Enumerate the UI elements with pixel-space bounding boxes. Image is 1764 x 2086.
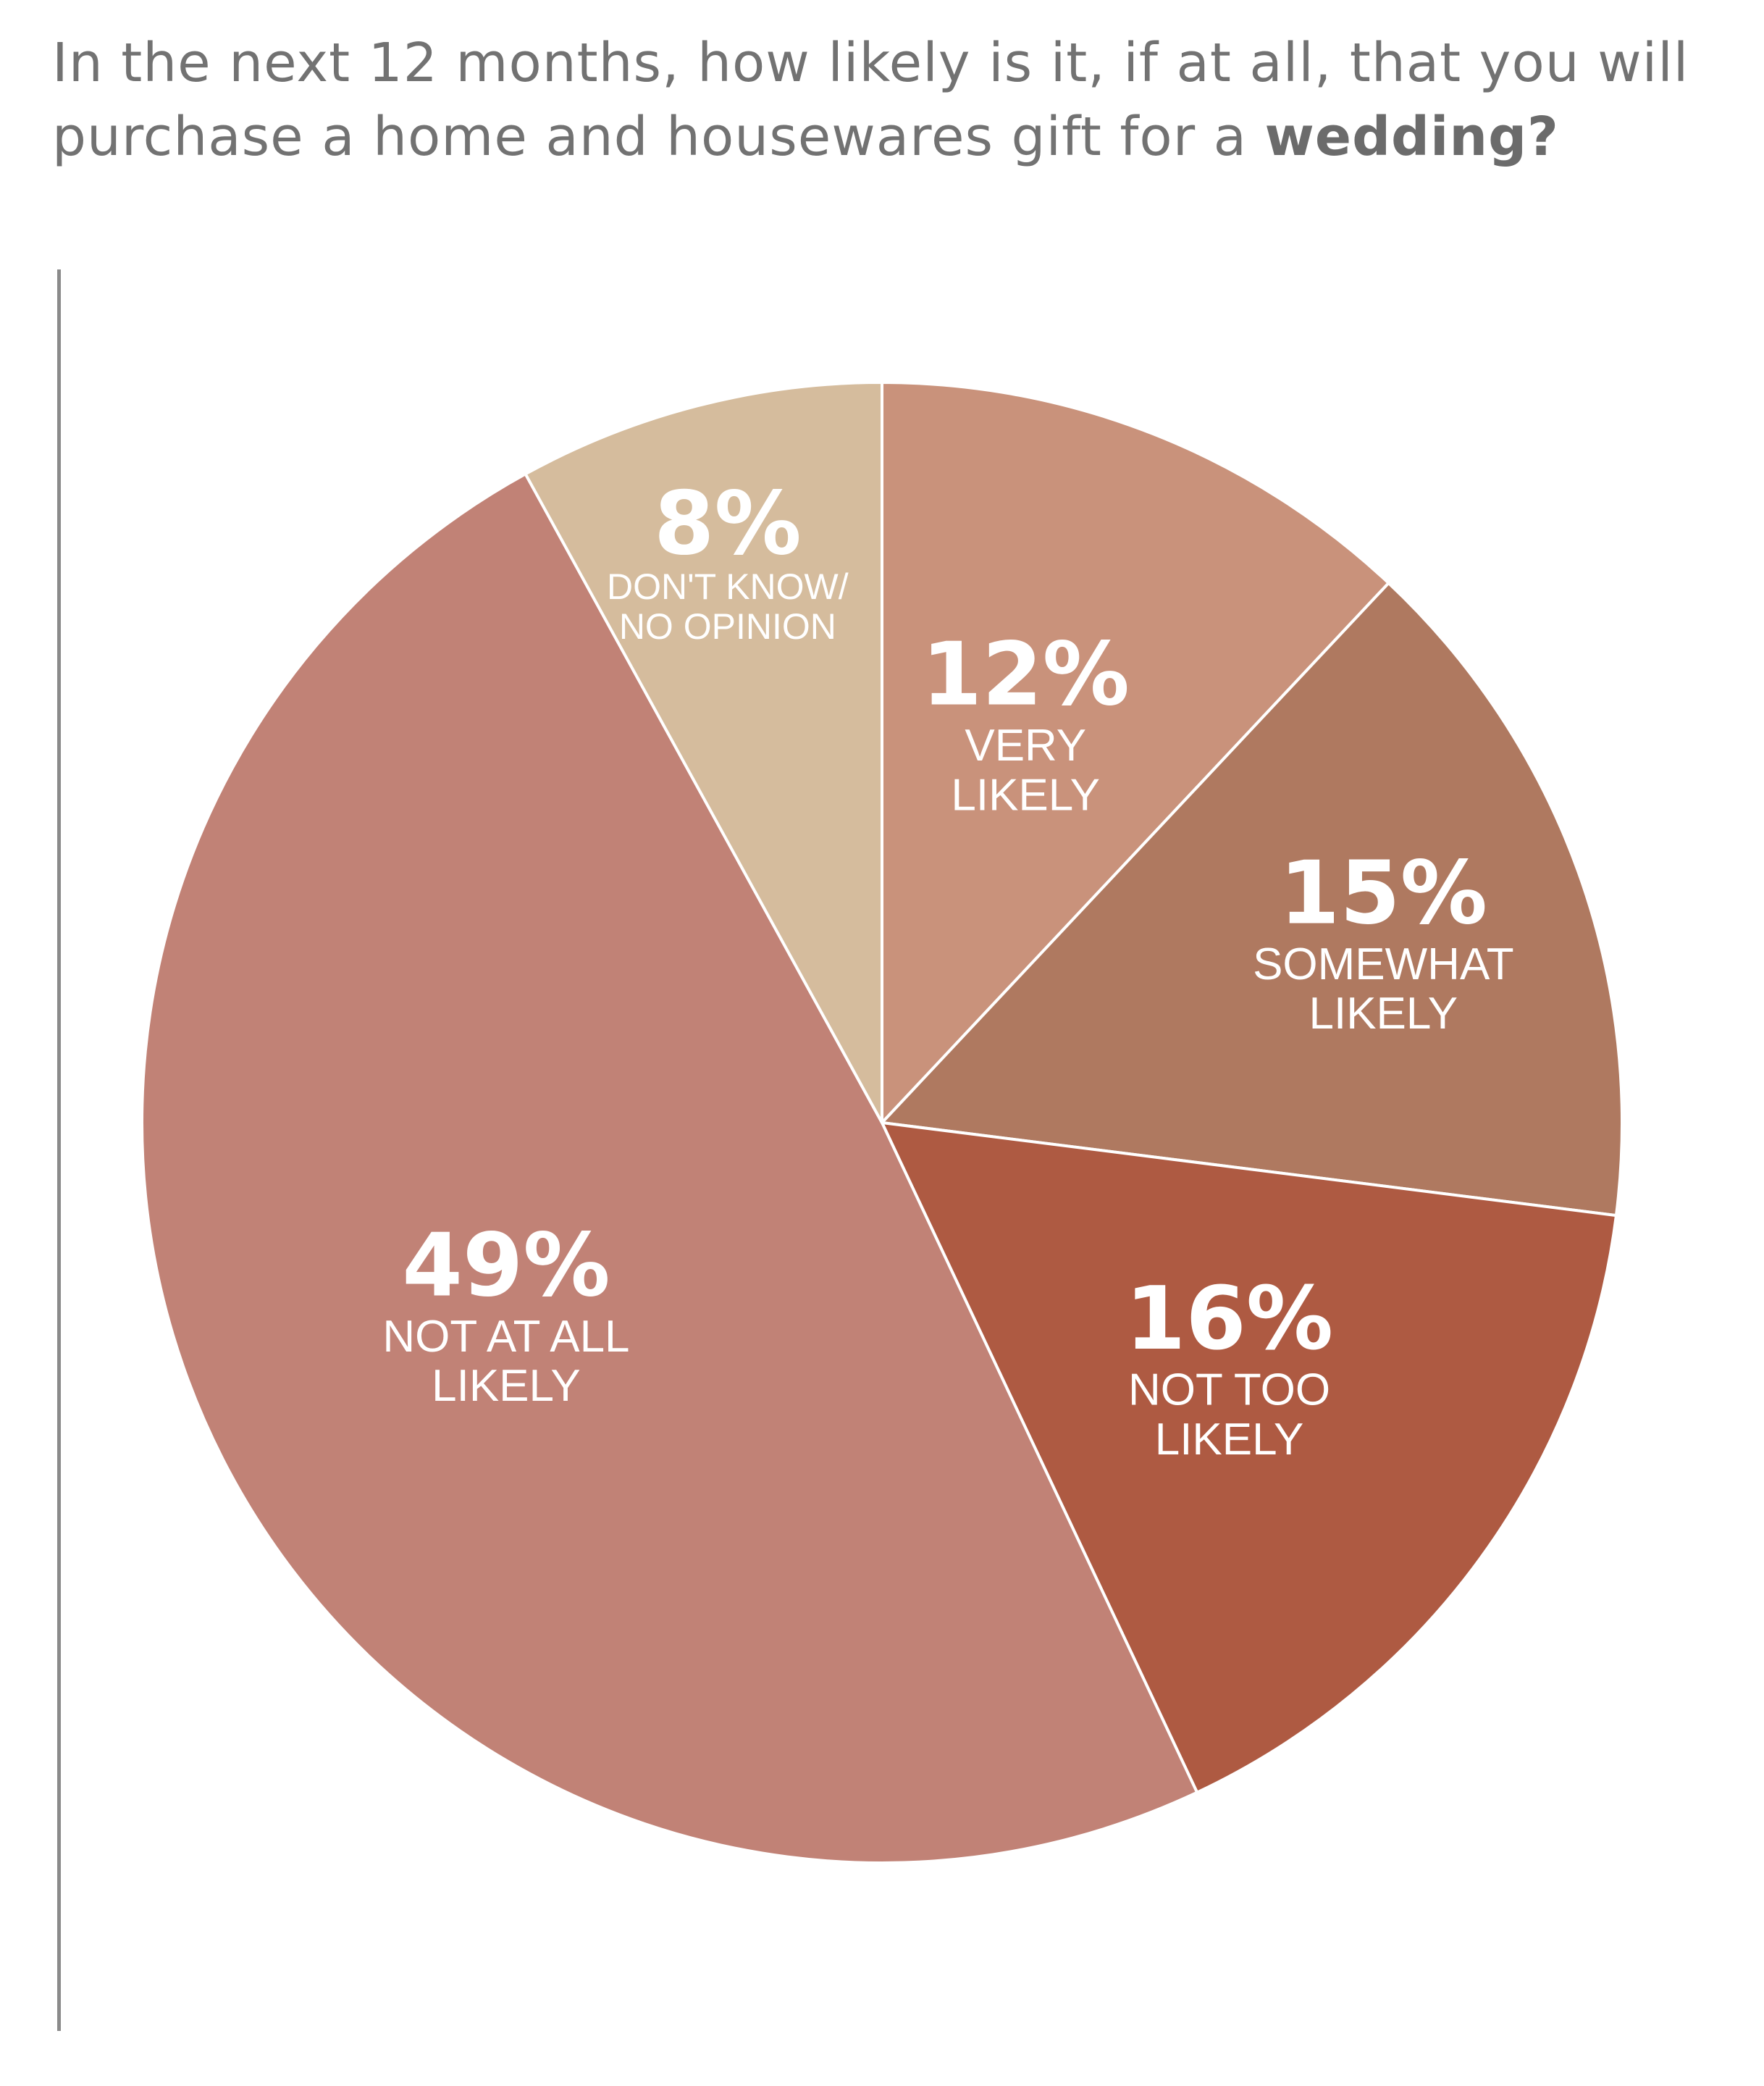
pie-slice-not-at-all-likely	[140, 472, 1199, 1864]
slice-category-label: LIKELY	[1155, 1415, 1304, 1465]
pie-slice-don-t-know-no-opinion	[524, 381, 883, 1124]
chart-title-emphasis: wedding?	[1264, 106, 1559, 168]
slice-category-label: NO OPINION	[619, 606, 836, 647]
pie-slice-somewhat-likely	[881, 581, 1624, 1218]
pie-slice-very-likely	[881, 381, 1390, 1124]
slice-category-label: LIKELY	[432, 1361, 581, 1411]
chart-title: In the next 12 months, how likely is it,…	[52, 26, 1732, 174]
slice-category-label: SOMEWHAT	[1253, 939, 1514, 989]
slice-category-label: LIKELY	[951, 770, 1100, 820]
slice-value-label: 12%	[922, 625, 1130, 726]
vertical-divider	[57, 269, 61, 2031]
slice-category-label: NOT AT ALL	[382, 1312, 629, 1362]
slice-category-label: DON'T KNOW/	[607, 566, 849, 607]
slice-value-label: 49%	[402, 1215, 610, 1316]
slice-value-label: 15%	[1280, 844, 1487, 944]
slice-category-label: NOT TOO	[1128, 1365, 1330, 1415]
slice-category-label: VERY	[965, 721, 1086, 771]
slice-category-label: LIKELY	[1309, 989, 1458, 1039]
chart-title-text: In the next 12 months, how likely is it,…	[52, 32, 1689, 168]
slice-value-label: 16%	[1125, 1269, 1333, 1370]
slice-value-label: 8%	[654, 474, 802, 575]
pie-slice-not-too-likely	[881, 1121, 1618, 1794]
